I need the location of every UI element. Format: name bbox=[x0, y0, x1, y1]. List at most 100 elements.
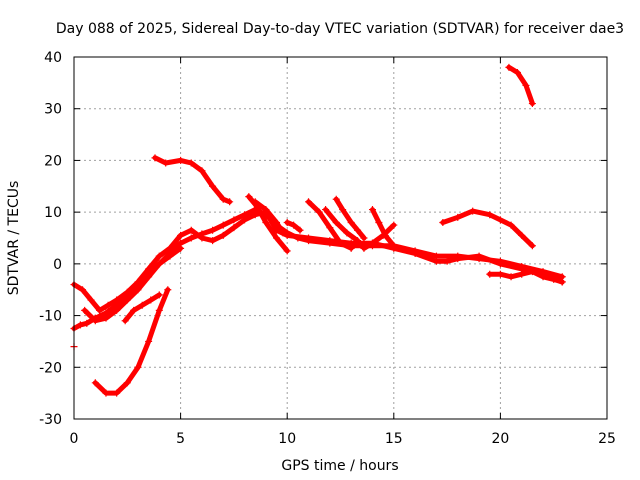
data-point bbox=[134, 363, 142, 371]
data-point bbox=[262, 206, 270, 214]
data-point bbox=[375, 218, 383, 226]
data-point bbox=[332, 195, 340, 203]
data-point bbox=[198, 234, 206, 242]
series-trace bbox=[246, 194, 290, 254]
data-point bbox=[486, 270, 494, 278]
data-point bbox=[209, 182, 217, 190]
data-point bbox=[226, 198, 234, 206]
series-arc-14 bbox=[360, 221, 398, 252]
data-point bbox=[305, 234, 313, 242]
chart-title: Day 088 of 2025, Sidereal Day-to-day VTE… bbox=[56, 21, 624, 37]
data-point bbox=[332, 218, 340, 226]
x-tick-label: 0 bbox=[70, 431, 79, 447]
data-point bbox=[290, 221, 298, 229]
data-point bbox=[130, 306, 138, 314]
data-point bbox=[337, 239, 344, 247]
data-point bbox=[134, 286, 142, 294]
data-point bbox=[279, 229, 287, 237]
data-point bbox=[79, 286, 87, 294]
data-point bbox=[475, 252, 483, 260]
data-point bbox=[360, 234, 368, 242]
series-arc-10 bbox=[305, 198, 355, 252]
data-point bbox=[507, 221, 515, 229]
series-trace bbox=[71, 209, 565, 313]
data-point bbox=[187, 226, 195, 234]
data-point bbox=[91, 379, 99, 387]
data-point bbox=[251, 198, 259, 206]
data-point bbox=[81, 306, 89, 314]
data-point bbox=[296, 226, 304, 234]
series-trace bbox=[506, 64, 535, 106]
data-point bbox=[83, 319, 91, 327]
data-point bbox=[147, 296, 155, 304]
series-arc-15 bbox=[439, 207, 536, 250]
data-point bbox=[522, 81, 530, 89]
series-trace bbox=[440, 208, 535, 249]
data-point bbox=[432, 257, 440, 265]
x-tick-label: 25 bbox=[598, 431, 616, 447]
data-point bbox=[322, 206, 330, 214]
data-point bbox=[368, 239, 376, 247]
data-point bbox=[339, 206, 347, 214]
series-arc-8 bbox=[251, 198, 287, 237]
y-tick-label: -10 bbox=[39, 309, 62, 325]
data-point bbox=[343, 229, 351, 237]
data-point bbox=[230, 224, 238, 232]
data-point bbox=[241, 216, 249, 224]
data-point bbox=[166, 252, 174, 260]
series-arc-5 bbox=[121, 291, 163, 325]
data-point bbox=[155, 252, 163, 260]
data-point bbox=[96, 306, 104, 314]
data-point bbox=[123, 379, 131, 387]
series-trace bbox=[323, 207, 361, 244]
y-tick-label: 10 bbox=[44, 205, 62, 221]
data-point bbox=[273, 218, 281, 226]
data-point bbox=[91, 317, 99, 325]
data-point bbox=[177, 244, 185, 252]
data-point bbox=[347, 244, 355, 252]
data-point bbox=[155, 306, 163, 314]
data-point bbox=[496, 260, 504, 268]
grid-lines bbox=[74, 57, 607, 419]
data-point bbox=[123, 296, 131, 304]
data-point bbox=[262, 218, 270, 226]
data-point bbox=[113, 306, 121, 314]
data-point bbox=[273, 234, 281, 242]
series-arc-9 bbox=[283, 218, 304, 234]
data-point bbox=[187, 234, 195, 242]
x-tick-label: 15 bbox=[385, 431, 403, 447]
data-point bbox=[138, 301, 146, 309]
data-point bbox=[283, 231, 291, 239]
data-point bbox=[151, 154, 159, 162]
y-axis-title: SDTVAR / TECUs bbox=[6, 181, 22, 296]
data-point bbox=[251, 211, 259, 219]
data-point bbox=[134, 278, 142, 286]
data-point bbox=[360, 244, 368, 252]
series-trace bbox=[252, 199, 286, 236]
data-point bbox=[123, 288, 131, 296]
x-tick-label: 5 bbox=[176, 431, 185, 447]
data-point bbox=[368, 206, 376, 214]
data-point bbox=[145, 337, 153, 345]
data-point bbox=[102, 389, 110, 397]
series-arc-16 bbox=[505, 63, 536, 108]
data-point bbox=[486, 211, 494, 219]
data-point bbox=[230, 216, 238, 224]
y-tick-label: 20 bbox=[44, 153, 62, 169]
data-point bbox=[162, 159, 170, 167]
data-point bbox=[326, 224, 334, 232]
data-point bbox=[177, 156, 185, 164]
y-tick-label: -30 bbox=[39, 412, 62, 428]
data-point bbox=[518, 270, 526, 278]
data-point bbox=[155, 291, 163, 299]
data-series bbox=[70, 63, 566, 397]
data-point bbox=[209, 226, 217, 234]
series-arc-11 bbox=[322, 206, 362, 245]
data-point bbox=[305, 198, 313, 206]
data-point bbox=[528, 268, 536, 276]
data-point bbox=[177, 231, 185, 239]
x-axis-title: GPS time / hours bbox=[281, 458, 398, 474]
data-point bbox=[113, 296, 121, 304]
data-point bbox=[198, 167, 206, 175]
